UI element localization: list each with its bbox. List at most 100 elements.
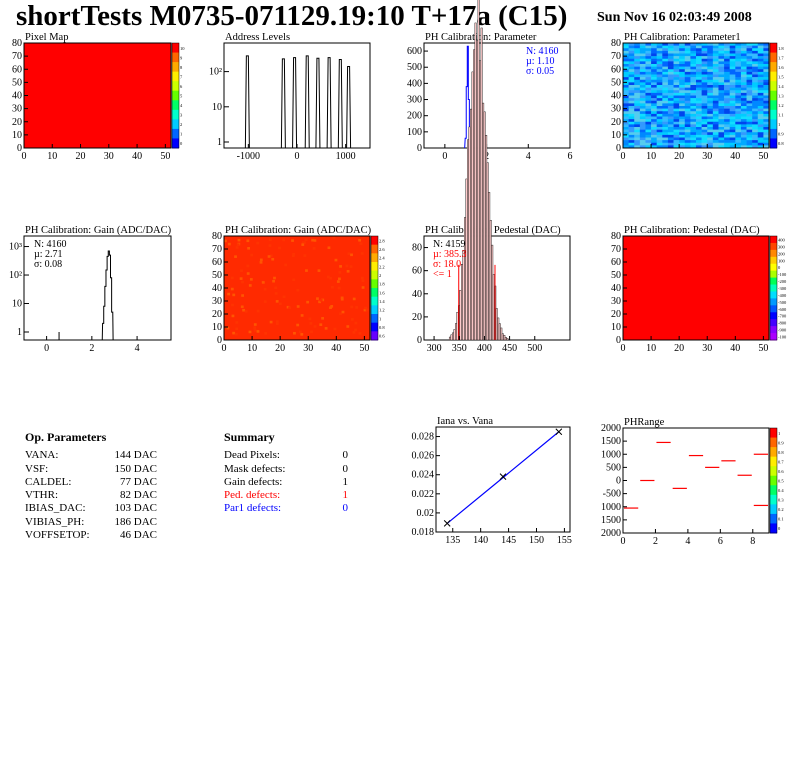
y-tick-label: 70 bbox=[212, 244, 222, 255]
histogram-bar bbox=[477, 0, 480, 341]
heatmap-cell bbox=[623, 113, 629, 117]
heatmap-cell bbox=[763, 106, 770, 109]
heatmap-cell bbox=[684, 87, 691, 91]
heatmap-cell bbox=[645, 82, 652, 86]
heatmap-cell bbox=[746, 127, 753, 130]
palette-cell bbox=[770, 119, 777, 130]
heatmap-cell bbox=[729, 71, 736, 75]
heatmap-cell bbox=[746, 121, 753, 125]
heatmap-cell bbox=[628, 127, 635, 130]
heatmap-cell bbox=[275, 300, 279, 303]
heatmap-cell bbox=[261, 281, 265, 284]
heatmap-cell bbox=[679, 71, 686, 75]
heatmap-cell bbox=[740, 124, 747, 128]
heatmap-cell bbox=[735, 53, 742, 57]
heatmap-cell bbox=[740, 71, 747, 75]
palette-cell bbox=[371, 270, 378, 280]
histogram-bar bbox=[304, 55, 310, 149]
heatmap-cell bbox=[752, 50, 759, 54]
heatmap-cell bbox=[623, 95, 629, 99]
palette-label: -900 bbox=[778, 328, 787, 333]
heatmap-cell bbox=[752, 87, 759, 91]
palette-label: 1.2 bbox=[379, 308, 385, 313]
heatmap-cell bbox=[746, 82, 753, 86]
heatmap-cell bbox=[690, 119, 697, 123]
palette-label: 1 bbox=[379, 316, 381, 321]
y-tick-label: 40 bbox=[212, 283, 222, 294]
heatmap-cell bbox=[763, 77, 770, 81]
heatmap-cell bbox=[746, 134, 753, 138]
heatmap-cell bbox=[656, 61, 663, 65]
palette-label: -600 bbox=[778, 307, 787, 312]
heatmap-cell bbox=[256, 241, 260, 245]
heatmap-cell bbox=[235, 321, 239, 324]
palette-label: 0.8 bbox=[778, 141, 784, 146]
heatmap-cell bbox=[757, 92, 764, 96]
heatmap-cell bbox=[293, 331, 296, 335]
heatmap-cell bbox=[244, 310, 248, 313]
heatmap-cell bbox=[656, 119, 663, 123]
heatmap-cell bbox=[623, 48, 629, 52]
heatmap-cell bbox=[684, 45, 691, 49]
x-tick-label: 140 bbox=[473, 535, 488, 546]
histogram-bar bbox=[471, 71, 474, 341]
heatmap-cell bbox=[253, 329, 257, 332]
heatmap-cell bbox=[712, 92, 719, 96]
heatmap-cell bbox=[763, 53, 770, 57]
heatmap-cell bbox=[752, 53, 759, 57]
heatmap-cell bbox=[623, 100, 629, 104]
heatmap-cell bbox=[673, 145, 680, 149]
y-tick-label: 50 bbox=[611, 270, 621, 281]
palette-cell bbox=[770, 263, 777, 272]
x-tick-label: 450 bbox=[502, 343, 517, 354]
heatmap-cell bbox=[248, 330, 252, 334]
heatmap-cell bbox=[639, 74, 646, 78]
summary-label: Ped. defects: bbox=[224, 489, 281, 502]
heatmap-cell bbox=[662, 98, 669, 102]
heatmap-cell bbox=[673, 134, 680, 138]
heatmap-cell bbox=[763, 134, 770, 138]
heatmap-cell bbox=[707, 92, 714, 96]
heatmap-cell bbox=[662, 66, 669, 70]
heatmap-cell bbox=[628, 116, 635, 120]
heatmap-cell bbox=[752, 95, 759, 99]
heatmap-cell bbox=[268, 238, 272, 242]
palette-label: 400 bbox=[778, 237, 786, 242]
y-tick-label: 10 bbox=[611, 130, 621, 141]
heatmap-cell bbox=[707, 121, 714, 125]
heatmap-cell bbox=[690, 53, 697, 57]
heatmap-cell bbox=[763, 48, 770, 52]
y-tick-label: 100 bbox=[407, 127, 422, 138]
heatmap-cell bbox=[701, 111, 708, 115]
heatmap-cell bbox=[656, 121, 663, 125]
heatmap-cell bbox=[673, 77, 680, 81]
heatmap-cell bbox=[651, 132, 657, 136]
heatmap-cell bbox=[701, 87, 708, 91]
histogram-bar bbox=[503, 335, 506, 341]
summary-label: Par1 defects: bbox=[224, 502, 282, 515]
palette-cell bbox=[172, 43, 179, 54]
heatmap-cell bbox=[690, 95, 697, 99]
heatmap-cell bbox=[724, 142, 730, 146]
heatmap-cell bbox=[684, 132, 691, 136]
histogram-bar bbox=[461, 264, 463, 341]
heatmap-cell bbox=[740, 103, 747, 107]
heatmap-cell bbox=[746, 98, 753, 102]
heatmap-cell bbox=[696, 90, 702, 94]
heatmap-cell bbox=[651, 119, 657, 123]
heatmap-cell bbox=[735, 66, 742, 70]
x-tick-label: 30 bbox=[303, 343, 313, 354]
heatmap-cell bbox=[696, 119, 702, 123]
stats-text: µ: 385.3 bbox=[433, 249, 467, 260]
stats-text: µ: 2.71 bbox=[34, 249, 63, 260]
heatmap-cell bbox=[757, 71, 764, 75]
heatmap-cell bbox=[673, 132, 680, 136]
palette-cell bbox=[770, 81, 777, 92]
heatmap-cell bbox=[684, 134, 691, 138]
palette-label: 1.1 bbox=[778, 113, 784, 118]
heatmap-cell bbox=[684, 145, 691, 149]
x-tick-label: 20 bbox=[76, 151, 86, 162]
heatmap-cell bbox=[712, 103, 719, 107]
heatmap-cell bbox=[246, 264, 250, 268]
heatmap-cell bbox=[662, 43, 669, 46]
